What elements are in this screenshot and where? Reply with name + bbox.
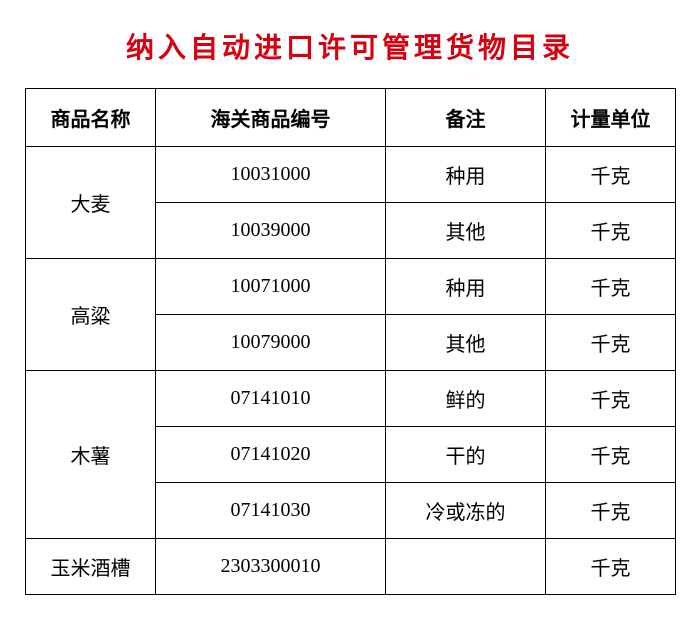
table-row: 玉米酒槽 2303300010 千克	[26, 539, 676, 595]
cell-code: 2303300010	[156, 539, 386, 595]
cell-code: 10031000	[156, 147, 386, 203]
cell-note: 其他	[386, 315, 546, 371]
cell-unit: 千克	[546, 371, 676, 427]
cell-note: 其他	[386, 203, 546, 259]
cell-name: 大麦	[26, 147, 156, 259]
col-header-note: 备注	[386, 89, 546, 147]
cell-unit: 千克	[546, 259, 676, 315]
cell-code: 10039000	[156, 203, 386, 259]
cell-note: 种用	[386, 147, 546, 203]
cell-note: 冷或冻的	[386, 483, 546, 539]
col-header-name: 商品名称	[26, 89, 156, 147]
table-row: 大麦 10031000 种用 千克	[26, 147, 676, 203]
cell-unit: 千克	[546, 427, 676, 483]
cell-name: 木薯	[26, 371, 156, 539]
cell-unit: 千克	[546, 147, 676, 203]
table-row: 高粱 10071000 种用 千克	[26, 259, 676, 315]
cell-code: 07141020	[156, 427, 386, 483]
cell-note	[386, 539, 546, 595]
cell-name: 高粱	[26, 259, 156, 371]
cell-unit: 千克	[546, 483, 676, 539]
document-page: 纳入自动进口许可管理货物目录 商品名称 海关商品编号 备注 计量单位 大麦 10…	[0, 0, 700, 615]
cell-unit: 千克	[546, 315, 676, 371]
cell-name: 玉米酒槽	[26, 539, 156, 595]
cell-note: 干的	[386, 427, 546, 483]
cell-code: 07141030	[156, 483, 386, 539]
cell-code: 10079000	[156, 315, 386, 371]
cell-unit: 千克	[546, 203, 676, 259]
cell-unit: 千克	[546, 539, 676, 595]
page-title: 纳入自动进口许可管理货物目录	[25, 26, 675, 66]
cell-code: 10071000	[156, 259, 386, 315]
col-header-unit: 计量单位	[546, 89, 676, 147]
goods-table: 商品名称 海关商品编号 备注 计量单位 大麦 10031000 种用 千克 10…	[25, 88, 676, 595]
cell-code: 07141010	[156, 371, 386, 427]
cell-note: 种用	[386, 259, 546, 315]
table-header-row: 商品名称 海关商品编号 备注 计量单位	[26, 89, 676, 147]
cell-note: 鲜的	[386, 371, 546, 427]
table-row: 木薯 07141010 鲜的 千克	[26, 371, 676, 427]
col-header-code: 海关商品编号	[156, 89, 386, 147]
